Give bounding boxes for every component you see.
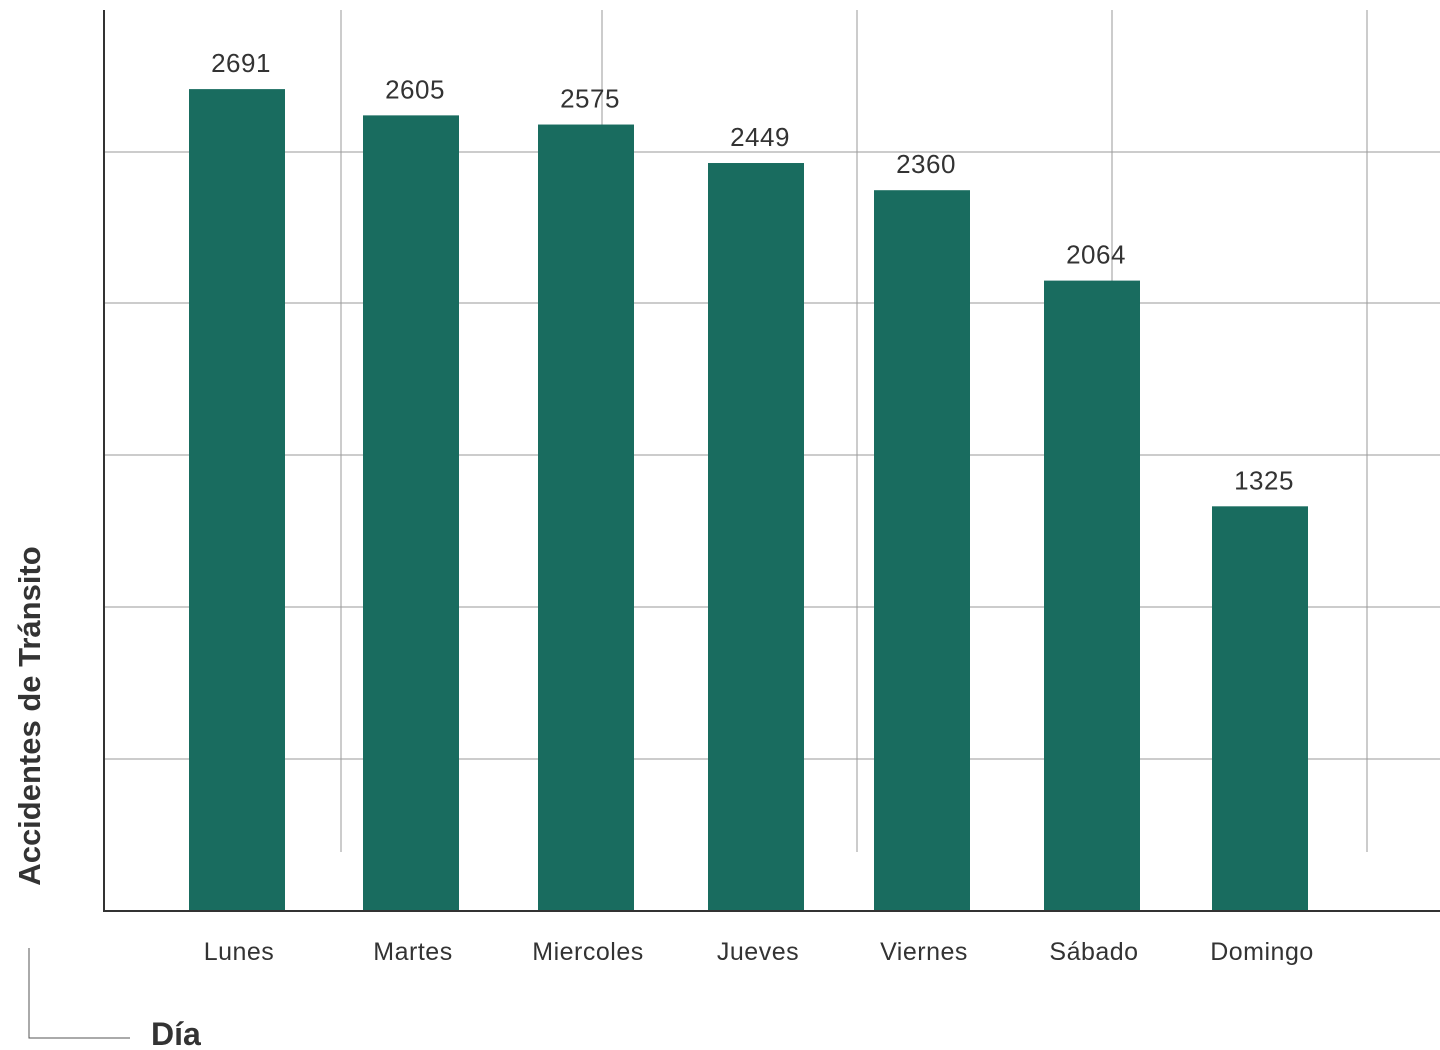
x-axis-label: Día xyxy=(151,1016,201,1050)
bar-1 xyxy=(189,89,285,912)
bar-2 xyxy=(363,115,459,911)
value-label-6: 2064 xyxy=(1066,240,1126,270)
value-label-5: 2360 xyxy=(896,149,956,179)
x-tick-label-2: Martes xyxy=(373,938,452,966)
value-label-4: 2449 xyxy=(730,122,790,152)
bars xyxy=(189,89,1308,912)
x-tick-labels: Lunes Martes Miercoles Jueves Viernes Sábado D… xyxy=(204,938,1314,966)
bar-5 xyxy=(874,190,970,911)
x-tick-label-7: Domingo xyxy=(1210,938,1314,966)
x-tick-label-4: Jueves xyxy=(717,938,799,966)
bar-3 xyxy=(538,124,634,912)
bar-7 xyxy=(1212,506,1308,911)
x-tick-label-6: Sábado xyxy=(1049,938,1138,966)
y-axis-label: Accidentes de Tránsito xyxy=(12,546,47,885)
value-label-7: 1325 xyxy=(1234,465,1294,495)
x-tick-label-1: Lunes xyxy=(204,938,275,966)
x-tick-label-3: Miercoles xyxy=(532,938,643,966)
x-tick-label-5: Viernes xyxy=(880,938,968,966)
bar-4 xyxy=(708,163,804,912)
value-label-2: 2605 xyxy=(385,74,445,104)
value-label-1: 2691 xyxy=(211,48,271,78)
x-label-bracket xyxy=(28,948,130,1039)
bar-6 xyxy=(1044,280,1140,911)
value-labels: 2691 2605 2575 2449 2360 2064 1325 xyxy=(211,48,1294,495)
value-label-3: 2575 xyxy=(560,84,620,114)
